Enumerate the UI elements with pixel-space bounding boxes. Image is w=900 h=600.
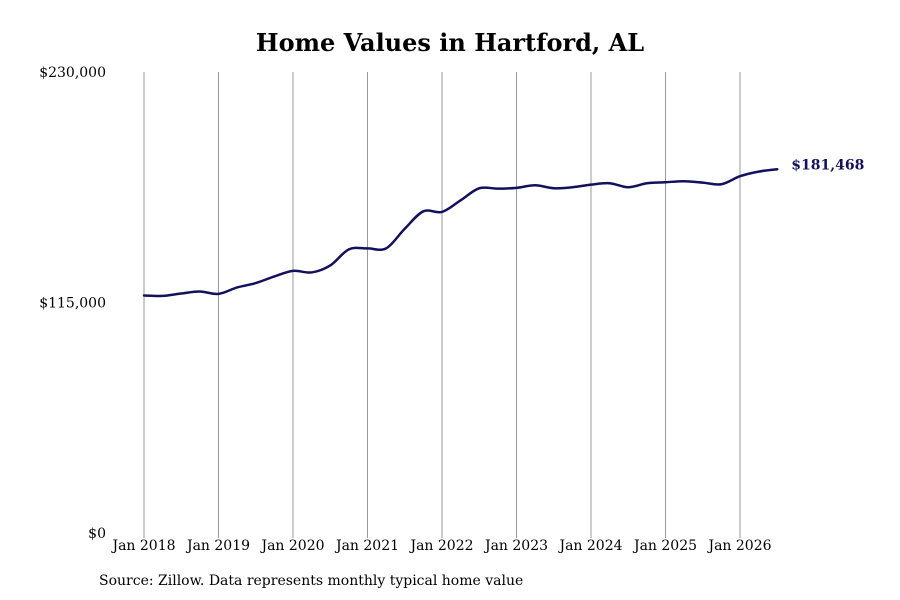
source-note: Source: Zillow. Data represents monthly … [99, 573, 524, 589]
x-tick-label: Jan 2026 [706, 538, 771, 554]
x-tick-label: Jan 2022 [408, 538, 473, 554]
x-tick-label: Jan 2025 [632, 538, 697, 554]
y-tick-label: $115,000 [39, 296, 106, 312]
chart-title: Home Values in Hartford, AL [255, 28, 645, 57]
x-tick-label: Jan 2019 [185, 538, 250, 554]
end-value-label: $181,468 [791, 157, 864, 173]
x-tick-label: Jan 2024 [557, 538, 622, 554]
y-tick-label: $230,000 [39, 65, 106, 81]
x-tick-label: Jan 2021 [334, 538, 399, 554]
x-tick-label: Jan 2020 [259, 538, 324, 554]
y-tick-label: $0 [88, 526, 106, 542]
x-tick-label: Jan 2018 [110, 538, 175, 554]
series-line [142, 168, 779, 298]
x-tick-label: Jan 2023 [483, 538, 548, 554]
